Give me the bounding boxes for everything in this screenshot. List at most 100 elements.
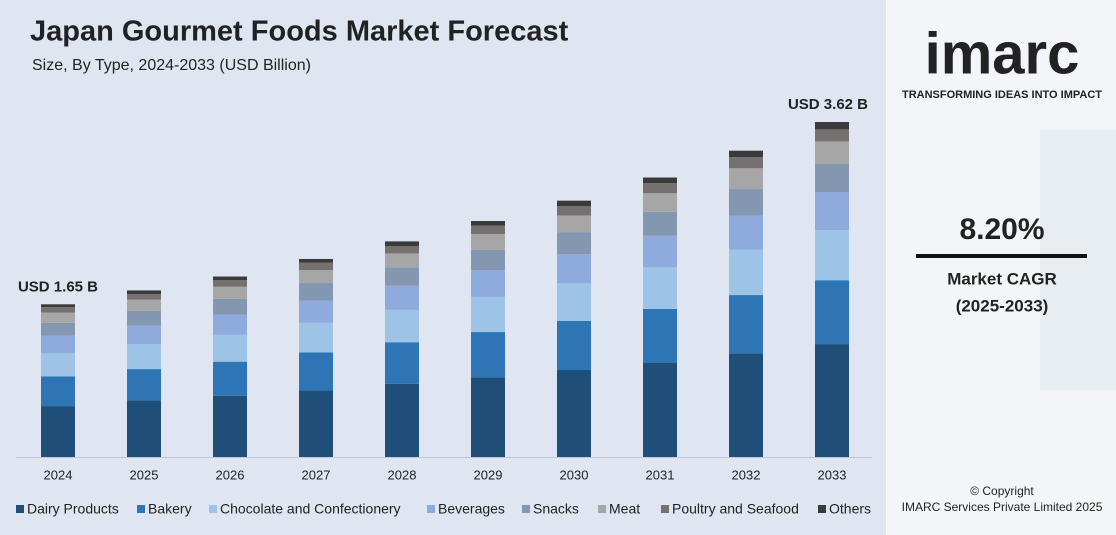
bar-segment: [41, 353, 75, 377]
tagline: TRANSFORMING IDEAS INTO IMPACT: [902, 89, 1102, 101]
company: IMARC Services Private Limited 2025: [902, 500, 1103, 514]
bar-segment: [299, 258, 333, 263]
bar-segment: [815, 129, 849, 142]
bar-segment: [643, 235, 677, 268]
legend-label: Chocolate and Confectionery: [220, 501, 401, 517]
bar-segment: [815, 163, 849, 193]
bar-segment: [41, 304, 75, 308]
bar-segment: [299, 300, 333, 323]
bar-segment: [385, 342, 419, 384]
bar-segment: [729, 353, 763, 457]
bar-segment: [213, 361, 247, 396]
bar-segment: [471, 221, 505, 226]
bar-segment: [385, 253, 419, 268]
bar-segment: [729, 295, 763, 354]
bar-segment: [815, 141, 849, 164]
bar-segment: [643, 211, 677, 236]
bar-segment: [729, 215, 763, 250]
bar-segment: [41, 312, 75, 323]
cagr-period: (2025-2033): [956, 296, 1049, 315]
bar-segment: [557, 206, 591, 216]
bar-segment: [299, 352, 333, 391]
bar-segment: [41, 322, 75, 336]
legend-swatch: [661, 505, 669, 513]
bar-segment: [471, 332, 505, 378]
x-tick-label: 2029: [474, 467, 503, 482]
legend-swatch: [427, 505, 435, 513]
bar-segment: [557, 200, 591, 207]
bar-segment: [643, 183, 677, 194]
bar-segment: [471, 296, 505, 333]
bar-segment: [557, 254, 591, 284]
bar-segment: [643, 193, 677, 212]
legend-swatch: [137, 505, 145, 513]
bar-segment: [385, 246, 419, 254]
bar-segment: [385, 309, 419, 343]
bar-segment: [41, 335, 75, 354]
bar-segment: [557, 283, 591, 321]
x-tick-label: 2031: [646, 467, 675, 482]
bar-segment: [213, 334, 247, 362]
side-decoration: [1040, 130, 1116, 390]
legend-swatch: [522, 505, 530, 513]
bar-segment: [299, 390, 333, 457]
cagr-rule: [916, 254, 1087, 258]
bar-segment: [729, 188, 763, 216]
chart-title: Japan Gourmet Foods Market Forecast: [30, 16, 569, 48]
x-tick-label: 2026: [216, 467, 245, 482]
bar-segment: [127, 299, 161, 311]
x-tick-label: 2025: [130, 467, 159, 482]
x-tick-label: 2027: [302, 467, 331, 482]
legend-label: Dairy Products: [27, 501, 119, 517]
bar-segment: [127, 369, 161, 401]
bar-segment: [471, 270, 505, 297]
chart-subtitle: Size, By Type, 2024-2033 (USD Billion): [32, 57, 311, 74]
legend-label: Beverages: [438, 501, 505, 517]
legend-swatch: [16, 505, 24, 513]
legend-swatch: [818, 505, 826, 513]
bar-segment: [385, 285, 419, 310]
bar-segment: [471, 249, 505, 271]
bar-segment: [213, 395, 247, 457]
bar-segment: [299, 270, 333, 284]
x-tick-label: 2028: [388, 467, 417, 482]
bar-segment: [815, 122, 849, 130]
bar-segment: [385, 241, 419, 247]
legend-label: Others: [829, 501, 871, 517]
bar-segment: [385, 383, 419, 457]
bar-segment: [299, 322, 333, 353]
total-label: USD 1.65 B: [18, 278, 98, 295]
bar-segment: [643, 177, 677, 184]
copyright: © Copyright: [970, 484, 1034, 498]
bar-segment: [127, 294, 161, 300]
bar-segment: [471, 233, 505, 250]
bar-segment: [557, 232, 591, 255]
bar-segment: [127, 310, 161, 326]
bar-segment: [815, 192, 849, 231]
legend-label: Poultry and Seafood: [672, 501, 799, 517]
bar-segment: [557, 215, 591, 233]
legend-label: Bakery: [148, 501, 192, 517]
bar-segment: [643, 308, 677, 363]
bar-segment: [127, 290, 161, 295]
x-tick-label: 2024: [44, 467, 73, 482]
x-tick-label: 2033: [818, 467, 847, 482]
bar-segment: [729, 249, 763, 296]
legend-swatch: [209, 505, 217, 513]
bar-segment: [815, 230, 849, 281]
legend-label: Meat: [609, 501, 640, 517]
bar-segment: [729, 168, 763, 189]
bar-segment: [471, 377, 505, 457]
bar-segment: [643, 362, 677, 457]
bar-segment: [729, 157, 763, 169]
bar-segment: [299, 262, 333, 271]
bar-segment: [213, 286, 247, 299]
bar-segment: [213, 298, 247, 315]
bar-segment: [557, 370, 591, 457]
bar-segment: [643, 267, 677, 309]
bar-segment: [41, 406, 75, 457]
cagr-label: Market CAGR: [947, 269, 1057, 288]
x-tick-label: 2030: [560, 467, 589, 482]
bar-segment: [213, 280, 247, 287]
